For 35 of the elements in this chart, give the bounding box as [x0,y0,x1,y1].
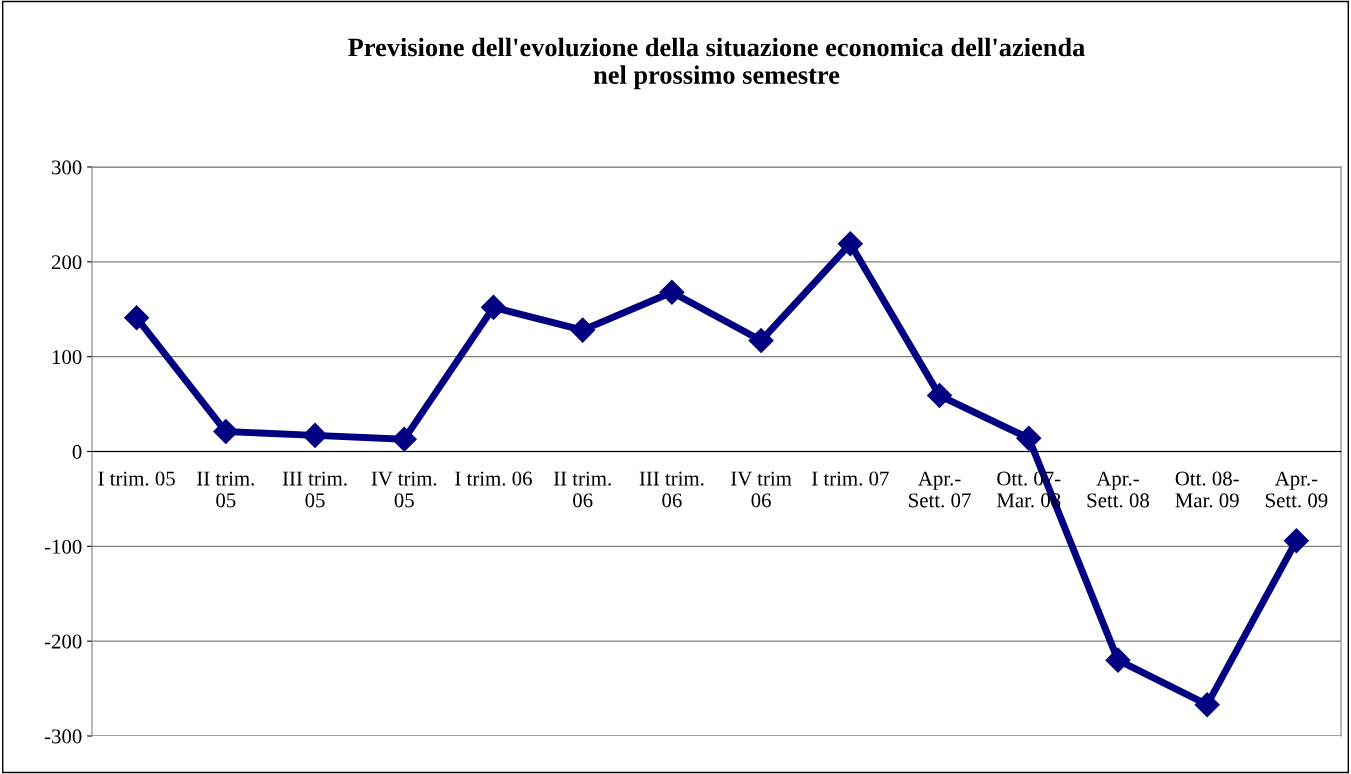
x-tick-label: III trim. 05 [282,471,347,508]
x-tick-label: III trim. 06 [639,471,704,508]
y-tick-label: -200 [44,634,82,649]
x-tick-label: Apr.- Sett. 07 [909,471,971,508]
y-tick-label: -100 [44,539,82,554]
point [748,328,774,354]
x-tick-label: Ott. 08- Mar. 09 [1175,471,1239,508]
point [1105,647,1131,673]
x-tick-label: I trim. 06 [455,471,532,486]
x-tick-label: IV trim 06 [731,471,792,508]
point [1283,528,1309,554]
x-tick-label: Apr.- Sett. 08 [1087,471,1149,508]
x-tick-label: II trim. 05 [197,471,254,508]
x-tick-label: I trim. 05 [98,471,175,486]
x-tick-label: I trim. 07 [812,471,889,486]
point [391,426,417,452]
y-tick-label: -300 [44,729,82,744]
point [837,231,863,257]
point [480,294,506,320]
point [124,305,150,331]
point [659,279,685,305]
y-tick-label: 100 [52,350,82,365]
chart-title: Previsione dell'evoluzione della situazione economica dell'azienda nel prossimo semestre [348,37,1085,90]
x-tick-label: II trim. 06 [553,471,611,508]
point [1016,425,1042,451]
point [570,317,596,343]
y-tick-label: 300 [52,160,82,175]
point [213,419,239,445]
point [302,422,328,448]
y-tick-label: 200 [51,255,82,270]
y-tick-label: 0 [72,444,82,459]
point [1194,692,1220,718]
x-tick-label: Apr.- Sett. 09 [1265,471,1328,508]
x-tick-label: IV trim. 05 [371,471,437,508]
point [927,383,953,409]
